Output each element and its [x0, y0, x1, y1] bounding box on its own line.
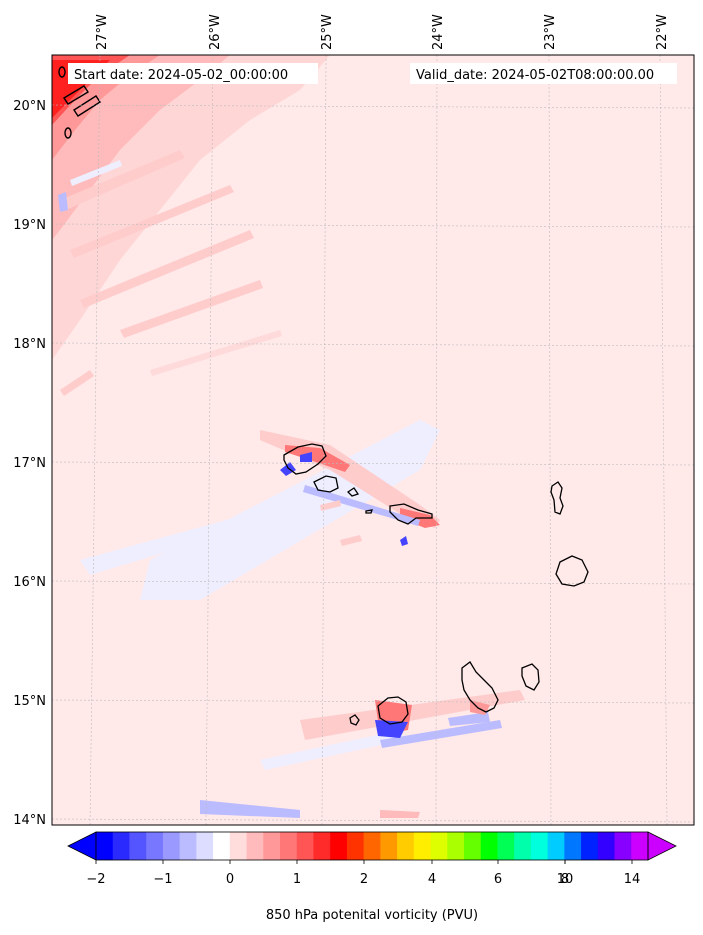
longitude-axis-labels: 27°W 26°W 25°W 24°W 23°W 22°W	[95, 14, 670, 50]
lat-label-17n: 17°N	[13, 456, 46, 471]
colorbar-cell	[581, 832, 599, 860]
vorticity-band-south	[200, 690, 525, 818]
colorbar-frame	[95, 831, 649, 861]
colorbar-cell	[497, 832, 515, 860]
colorbar-cell	[480, 832, 498, 860]
colorbar-cell	[514, 832, 532, 860]
colorbar-cell	[146, 832, 164, 860]
colorbar-cell	[346, 832, 365, 860]
colorbar-cell	[413, 832, 432, 860]
colorbar-cell	[280, 832, 298, 860]
colorbar-cell	[447, 832, 465, 860]
lat-label-18n: 18°N	[13, 337, 46, 352]
colorbar-cell	[296, 832, 314, 860]
colorbar-cell	[263, 832, 281, 860]
lat-label-16n: 16°N	[13, 575, 46, 590]
island-sao-vicente	[313, 475, 339, 493]
vorticity-band-central	[80, 420, 440, 600]
colorbar-tick-label: 4	[428, 872, 436, 887]
latitude-axis-labels: 20°N 19°N 18°N 17°N 16°N 15°N 14°N	[13, 99, 46, 828]
colorbar-tick-label: 2	[360, 872, 368, 887]
map-gridlines	[51, 54, 695, 826]
island-santa-luzia	[346, 487, 360, 497]
island-sao-nicolau	[365, 509, 373, 514]
colorbar-tick-label: −1	[153, 872, 172, 887]
colorbar-cell	[597, 832, 616, 860]
lon-label-27w: 27°W	[95, 14, 110, 50]
colorbar-cell	[530, 832, 549, 860]
colorbar-cell	[464, 832, 482, 860]
colorbar-tick-label: 8	[561, 872, 569, 887]
map-plot-area: Start date: 2024-05-02_00:00:00 Valid_da…	[51, 54, 695, 826]
colorbar-cell	[129, 832, 147, 860]
island-sao-nicolau-main	[389, 503, 433, 525]
colorbar-cell	[196, 832, 214, 860]
lat-label-20n: 20°N	[13, 99, 46, 114]
lat-label-15n: 15°N	[13, 694, 46, 709]
coastlines	[283, 443, 589, 726]
start-date-text: Start date: 2024-05-02_00:00:00	[74, 68, 288, 83]
colorbar-cell	[380, 832, 398, 860]
colorbar-tick-label: −2	[86, 872, 105, 887]
colorbar-tick-label: 6	[494, 872, 502, 887]
colorbar-cell	[313, 832, 331, 860]
island-fogo	[377, 696, 409, 725]
colorbar: −2 −1 0 1 2 4 6 810 14 850 hPa potenital vortici…	[67, 831, 677, 923]
colorbar-extend-high	[647, 831, 677, 861]
start-date-annotation: Start date: 2024-05-02_00:00:00	[68, 63, 318, 84]
colorbar-cell	[96, 832, 114, 860]
colorbar-cell	[229, 832, 248, 860]
colorbar-ticks: −2 −1 0 1 2 4 6 810 14	[86, 860, 640, 887]
colorbar-cell	[564, 832, 582, 860]
colorbar-cell	[246, 832, 264, 860]
colorbar-cell	[614, 832, 632, 860]
lon-label-24w: 24°W	[431, 14, 446, 50]
vorticity-contour-high	[58, 66, 101, 139]
colorbar-tick-label: 0	[226, 872, 234, 887]
colorbar-cell	[430, 832, 448, 860]
lon-label-26w: 26°W	[208, 14, 223, 50]
island-sal	[550, 481, 564, 515]
colorbar-cell	[631, 832, 649, 860]
island-brava	[349, 714, 360, 726]
colorbar-cell	[162, 832, 181, 860]
lat-label-14n: 14°N	[13, 813, 46, 828]
plot-frame	[51, 54, 695, 826]
lat-label-19n: 19°N	[13, 218, 46, 233]
colorbar-extend-low	[67, 831, 97, 861]
colorbar-label: 850 hPa potenital vorticity (PVU)	[266, 908, 478, 923]
colorbar-cell	[397, 832, 415, 860]
island-maio	[521, 663, 540, 691]
colorbar-cell	[112, 832, 130, 860]
lon-label-25w: 25°W	[320, 14, 335, 50]
colorbar-cell	[213, 832, 231, 860]
valid-date-annotation: Valid_date: 2024-05-02T08:00:00.00	[410, 63, 677, 84]
island-santiago	[461, 661, 499, 713]
lon-label-22w: 22°W	[655, 14, 670, 50]
island-santo-antao	[283, 443, 327, 475]
colorbar-tick-label: 1	[293, 872, 301, 887]
colorbar-tick-label: 14	[624, 872, 641, 887]
colorbar-cell	[330, 832, 348, 860]
colorbar-cell	[547, 832, 565, 860]
colorbar-cell	[179, 832, 197, 860]
colorbar-cell	[363, 832, 381, 860]
island-boa-vista	[555, 555, 589, 587]
valid-date-text: Valid_date: 2024-05-02T08:00:00.00	[416, 68, 654, 83]
colorbar-tick-label: 10	[557, 872, 574, 887]
colorbar-cells	[96, 832, 649, 860]
lon-label-23w: 23°W	[543, 14, 558, 50]
